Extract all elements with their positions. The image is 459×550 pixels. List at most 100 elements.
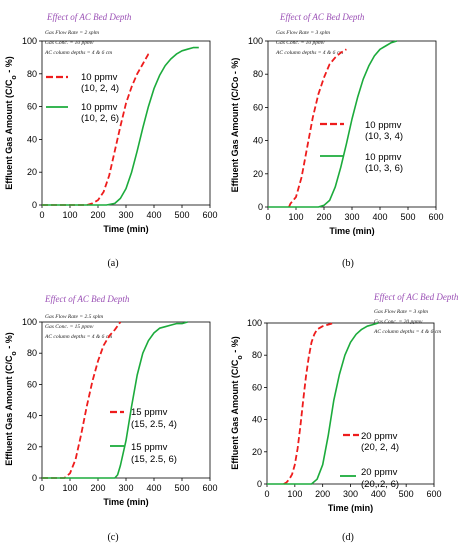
series-line-dashed: [288, 48, 347, 208]
legend-label-params: (15, 2.5, 6): [131, 454, 177, 465]
x-tick-label: 500: [174, 210, 189, 220]
annotation-text: Gas Flow Rate = 2 splm: [45, 30, 99, 36]
legend-label-params: (20, 2, 6): [361, 479, 399, 490]
x-tick-label: 200: [316, 212, 331, 222]
legend-label-params: (10, 2, 6): [81, 113, 119, 124]
y-tick-label: 20: [252, 447, 262, 457]
plot-frame: [266, 322, 435, 485]
legend-label-params: (10, 2, 4): [81, 83, 119, 94]
legend-label: 10 ppmv: [365, 152, 402, 163]
x-tick-label: 500: [174, 483, 189, 493]
y-tick-label: 60: [27, 379, 37, 389]
y-tick-label: 0: [258, 202, 263, 212]
chart-panel-a: 0 100 200 300 400 500 600 0 20 40 60 80 100 Time (min…: [4, 12, 218, 269]
y-tick-label: 100: [248, 36, 263, 46]
annotation-text: Gas Conc. = 10 ppmv: [45, 40, 94, 46]
panel-caption: (c): [107, 532, 118, 543]
y-tick-label: 80: [253, 69, 263, 79]
y-tick-label: 20: [253, 169, 263, 179]
y-tick-label: 40: [252, 415, 262, 425]
legend-label: 15 ppmv: [131, 442, 168, 453]
y-tick-label: 0: [32, 200, 37, 210]
x-tick-label: 600: [428, 212, 443, 222]
x-tick-label: 300: [343, 489, 358, 499]
legend-label-params: (15, 2.5, 4): [131, 419, 177, 430]
y-tick-label: 0: [32, 473, 37, 483]
legend-label-params: (20, 2, 4): [361, 442, 399, 453]
annotation-text: AC column depths = 4 & 6 cm: [44, 49, 112, 56]
y-tick-label: 60: [252, 382, 262, 392]
y-tick-label: 0: [257, 479, 262, 489]
series-line-solid: [268, 40, 398, 208]
x-tick-label: 0: [264, 489, 269, 499]
plot-frame: [41, 40, 211, 206]
x-tick-label: 100: [62, 210, 77, 220]
legend-label: 20 ppmv: [361, 431, 398, 442]
x-tick-label: 500: [400, 212, 415, 222]
chart-title: Effect of AC Bed Depth: [373, 292, 459, 302]
y-tick-label: 60: [27, 102, 37, 112]
x-tick-label: 600: [202, 210, 217, 220]
chart-title: Effect of AC Bed Depth: [44, 294, 130, 304]
x-tick-label: 200: [90, 483, 105, 493]
x-tick-label: 200: [90, 210, 105, 220]
x-tick-label: 300: [118, 483, 133, 493]
legend-label-params: (10, 3, 4): [365, 131, 403, 142]
chart-title: Effect of AC Bed Depth: [279, 12, 365, 22]
y-tick-label: 20: [27, 167, 37, 177]
x-tick-label: 400: [371, 489, 386, 499]
x-tick-label: 600: [202, 483, 217, 493]
x-axis-label: Time (min): [103, 224, 148, 234]
y-tick-label: 40: [253, 136, 263, 146]
panel-caption: (d): [342, 532, 354, 543]
plot-frame: [267, 40, 437, 208]
chart-panel-c: 0 100 200 300 400 500 600 0 20 40 60 80 100 Time (min…: [4, 294, 218, 543]
y-tick-label: 100: [22, 317, 37, 327]
x-tick-label: 0: [265, 212, 270, 222]
annotation-text: AC column depths = 4 & 6 cm: [44, 333, 112, 340]
x-tick-label: 0: [39, 483, 44, 493]
x-tick-label: 400: [146, 210, 161, 220]
x-tick-label: 600: [426, 489, 441, 499]
y-tick-label: 40: [27, 134, 37, 144]
y-tick-label: 60: [253, 102, 263, 112]
x-axis-label: Time (min): [329, 226, 374, 236]
x-tick-label: 300: [344, 212, 359, 222]
legend-label: 10 ppmv: [365, 120, 402, 131]
x-tick-label: 100: [62, 483, 77, 493]
series-line-dashed: [283, 322, 335, 485]
annotation-text: Gas Flow Rate = 3 splm: [276, 30, 330, 36]
annotation-text: Gas Conc. = 15 ppmv: [45, 324, 94, 330]
y-tick-label: 100: [247, 318, 262, 328]
y-axis-label: Effluent Gas Amount (C/Co - %): [230, 336, 244, 469]
legend-label: 20 ppmv: [361, 467, 398, 478]
y-tick-label: 80: [27, 348, 37, 358]
x-tick-label: 100: [287, 489, 302, 499]
legend-label-params: (10, 3, 6): [365, 163, 403, 174]
x-tick-label: 200: [315, 489, 330, 499]
annotation-text: Gas Flow Rate = 3 splm: [374, 309, 428, 315]
chart-title: Effect of AC Bed Depth: [46, 12, 132, 22]
annotation-text: AC column depths = 4 & 6 cm: [275, 49, 343, 56]
y-axis-label: Effluent Gas Amount (C/Co - %): [4, 56, 18, 189]
x-tick-label: 400: [372, 212, 387, 222]
legend-label: 10 ppmv: [81, 72, 118, 83]
x-tick-label: 400: [146, 483, 161, 493]
annotation-text: Gas Flow Rate = 2.5 splm: [45, 314, 103, 320]
y-tick-label: 40: [27, 411, 37, 421]
panel-caption: (b): [342, 258, 354, 269]
legend-label: 10 ppmv: [81, 102, 118, 113]
plot-frame: [41, 321, 211, 479]
chart-panel-b: 0 100 200 300 400 500 600 0 20 40 60 80 100 Time (min…: [230, 12, 444, 269]
y-axis-label: Effluent Gas Amount (C/Co - %): [230, 58, 240, 193]
y-axis-label: Effluent Gas Amount (C/Co - %): [4, 332, 18, 465]
annotation-text: Gas Conc. = 20 ppmv: [374, 319, 423, 325]
y-tick-label: 100: [22, 36, 37, 46]
series-line-solid: [42, 321, 188, 479]
x-axis-label: Time (min): [103, 497, 148, 507]
annotation-text: Gas Conc. = 10 ppmv: [276, 40, 325, 46]
y-tick-label: 80: [27, 69, 37, 79]
x-tick-label: 0: [39, 210, 44, 220]
annotation-text: AC column depths = 4 & 6 cm: [373, 328, 441, 335]
